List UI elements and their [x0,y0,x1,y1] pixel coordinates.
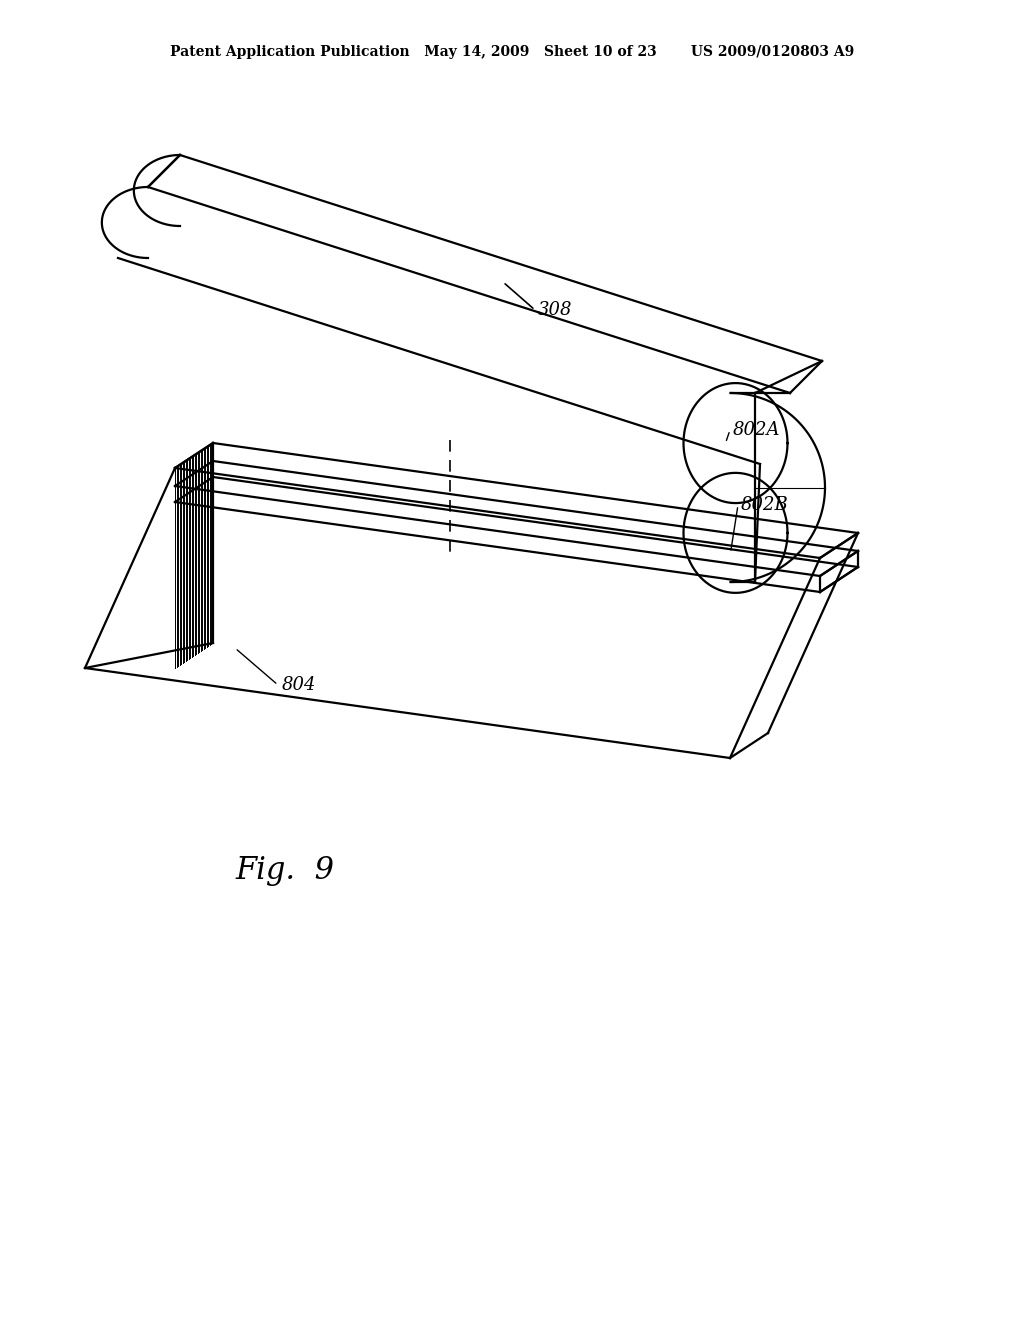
Text: 804: 804 [282,676,316,694]
Text: 802B: 802B [741,496,788,513]
Text: Patent Application Publication   May 14, 2009   Sheet 10 of 23       US 2009/012: Patent Application Publication May 14, 2… [170,45,854,59]
Text: Fig.  9: Fig. 9 [234,855,334,886]
Text: 802A: 802A [733,421,780,440]
Text: 308: 308 [538,301,572,319]
